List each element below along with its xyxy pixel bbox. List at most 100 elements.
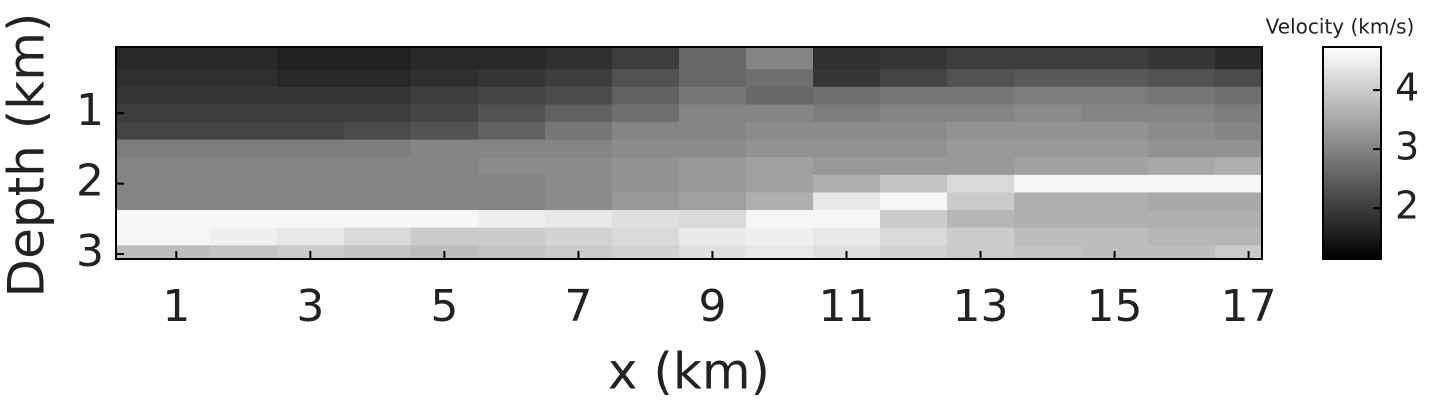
heatmap-cell bbox=[1148, 157, 1216, 176]
heatmap-cell bbox=[477, 174, 546, 193]
heatmap-cell bbox=[947, 157, 1015, 176]
heatmap-cell bbox=[678, 157, 747, 176]
heatmap-cell bbox=[611, 69, 680, 88]
heatmap-cell bbox=[812, 86, 881, 105]
x-tick-label: 1 bbox=[162, 281, 190, 332]
heatmap-cell bbox=[477, 139, 546, 158]
heatmap-cell bbox=[1148, 174, 1216, 193]
heatmap-cell bbox=[1081, 47, 1149, 70]
plot-frame bbox=[115, 46, 1263, 260]
heatmap-cell bbox=[1215, 122, 1263, 141]
heatmap-cell bbox=[544, 227, 613, 246]
heatmap-cell bbox=[1081, 104, 1149, 123]
heatmap-cell bbox=[745, 174, 814, 193]
heatmap-cell bbox=[544, 47, 613, 70]
heatmap-cell bbox=[477, 47, 546, 70]
heatmap-cell bbox=[812, 139, 881, 158]
heatmap-cell bbox=[880, 210, 948, 229]
heatmap-cell bbox=[477, 86, 546, 105]
heatmap-cell bbox=[880, 139, 948, 158]
heatmap-cell bbox=[611, 122, 680, 141]
heatmap-cell bbox=[1081, 174, 1149, 193]
colorbar-tick-label: 3 bbox=[1395, 125, 1419, 169]
heatmap-cell bbox=[1215, 245, 1263, 260]
heatmap-cell bbox=[209, 139, 278, 158]
heatmap-cell bbox=[544, 104, 613, 123]
heatmap-cell bbox=[116, 104, 211, 123]
x-axis-label: x (km) bbox=[608, 343, 770, 400]
heatmap-cell bbox=[209, 69, 278, 88]
heatmap-cell bbox=[343, 69, 412, 88]
heatmap-cell bbox=[116, 192, 211, 211]
heatmap-cell bbox=[1081, 69, 1149, 88]
heatmap-cell bbox=[1215, 69, 1263, 88]
heatmap-cell bbox=[1215, 210, 1263, 229]
heatmap-cell bbox=[678, 139, 747, 158]
heatmap-cell bbox=[745, 69, 814, 88]
heatmap-cell bbox=[1148, 210, 1216, 229]
heatmap-cell bbox=[343, 157, 412, 176]
heatmap-cell bbox=[477, 210, 546, 229]
heatmap-cell bbox=[745, 245, 814, 260]
heatmap-cell bbox=[745, 210, 814, 229]
heatmap-cell bbox=[1014, 227, 1082, 246]
heatmap-cell bbox=[812, 69, 881, 88]
heatmap-cell bbox=[1148, 104, 1216, 123]
colorbar-label: Velocity (km/s) bbox=[1266, 15, 1415, 39]
heatmap-cell bbox=[544, 157, 613, 176]
heatmap-cell bbox=[477, 245, 546, 260]
heatmap-cell bbox=[209, 86, 278, 105]
heatmap-cell bbox=[544, 174, 613, 193]
heatmap-cell bbox=[812, 174, 881, 193]
heatmap-cell bbox=[1014, 104, 1082, 123]
heatmap-cell bbox=[947, 86, 1015, 105]
heatmap-cell bbox=[116, 157, 211, 176]
heatmap-cell bbox=[611, 227, 680, 246]
heatmap-cell bbox=[880, 47, 948, 70]
heatmap-cell bbox=[745, 104, 814, 123]
heatmap-cell bbox=[1215, 104, 1263, 123]
heatmap-cell bbox=[1215, 192, 1263, 211]
heatmap-cell bbox=[812, 104, 881, 123]
heatmap-cell bbox=[812, 227, 881, 246]
heatmap-cell bbox=[880, 104, 948, 123]
heatmap-cell bbox=[1081, 210, 1149, 229]
heatmap-cell bbox=[745, 86, 814, 105]
heatmap-cell bbox=[477, 157, 546, 176]
heatmap-cell bbox=[116, 174, 211, 193]
heatmap-cell bbox=[116, 47, 211, 70]
heatmap-cell bbox=[611, 210, 680, 229]
heatmap-cell bbox=[209, 227, 278, 246]
y-tick-label: 2 bbox=[76, 156, 104, 207]
heatmap-cell bbox=[116, 122, 211, 141]
heatmap-cell bbox=[116, 227, 211, 246]
heatmap-cell bbox=[116, 210, 211, 229]
x-tick-label: 5 bbox=[430, 281, 458, 332]
heatmap-cell bbox=[343, 192, 412, 211]
heatmap-cell bbox=[1081, 157, 1149, 176]
heatmap-cell bbox=[276, 227, 345, 246]
heatmap-cell bbox=[410, 122, 479, 141]
heatmap-cell bbox=[880, 192, 948, 211]
heatmap-cell bbox=[880, 174, 948, 193]
heatmap-cell bbox=[343, 122, 412, 141]
heatmap-cell bbox=[947, 47, 1015, 70]
heatmap-cell bbox=[410, 227, 479, 246]
heatmap-cell bbox=[1014, 47, 1082, 70]
x-tick-label: 11 bbox=[818, 281, 874, 332]
colorbar-tick-label: 4 bbox=[1395, 66, 1419, 110]
heatmap-cell bbox=[745, 122, 814, 141]
heatmap-cell bbox=[209, 174, 278, 193]
heatmap-cell bbox=[276, 47, 345, 70]
heatmap-cell bbox=[678, 174, 747, 193]
heatmap-cell bbox=[812, 122, 881, 141]
y-tick-label: 1 bbox=[76, 85, 104, 136]
heatmap-cell bbox=[276, 104, 345, 123]
heatmap-cell bbox=[611, 47, 680, 70]
heatmap-cell bbox=[1215, 47, 1263, 70]
heatmap-cell bbox=[410, 139, 479, 158]
heatmap-cell bbox=[745, 47, 814, 70]
heatmap-cell bbox=[276, 139, 345, 158]
heatmap-cell bbox=[116, 86, 211, 105]
